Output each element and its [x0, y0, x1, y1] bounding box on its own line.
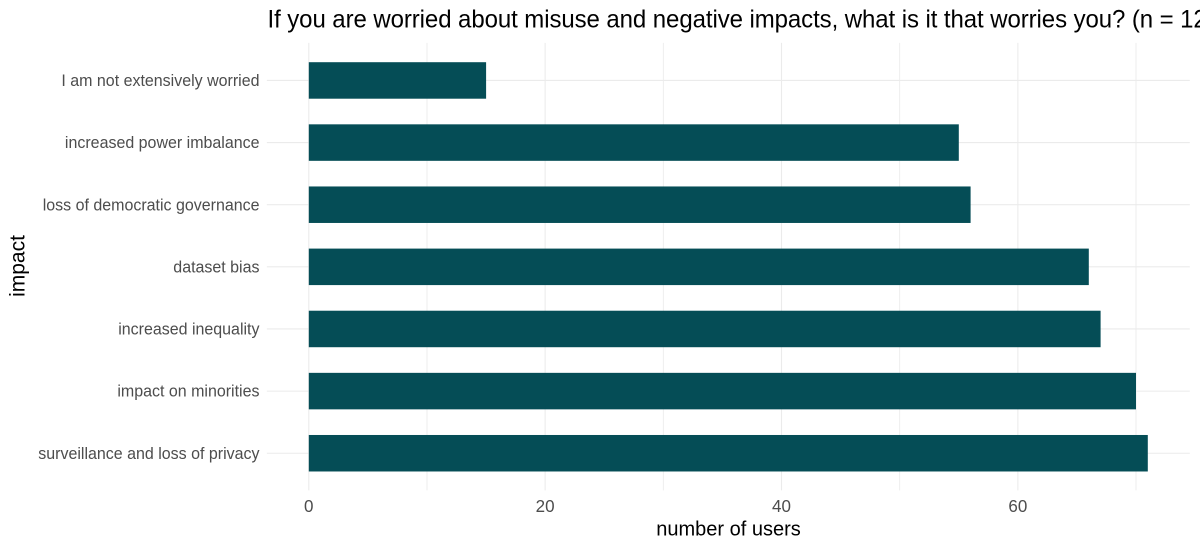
- svg-text:increased inequality: increased inequality: [118, 320, 260, 339]
- svg-text:40: 40: [772, 495, 791, 515]
- svg-text:loss of democratic governance: loss of democratic governance: [43, 196, 260, 215]
- svg-text:number of users: number of users: [656, 519, 801, 541]
- svg-text:increased power imbalance: increased power imbalance: [65, 134, 260, 153]
- svg-text:impact on minorities: impact on minorities: [117, 382, 259, 401]
- svg-text:If you are worried about misus: If you are worried about misuse and nega…: [268, 6, 1200, 34]
- svg-text:0: 0: [304, 495, 314, 515]
- svg-text:impact: impact: [7, 235, 30, 297]
- svg-text:20: 20: [536, 495, 555, 515]
- svg-text:60: 60: [1008, 495, 1027, 515]
- svg-text:dataset bias: dataset bias: [173, 258, 259, 277]
- svg-text:surveillance and loss of priva: surveillance and loss of privacy: [38, 444, 260, 463]
- svg-text:I am not extensively worried: I am not extensively worried: [61, 72, 259, 91]
